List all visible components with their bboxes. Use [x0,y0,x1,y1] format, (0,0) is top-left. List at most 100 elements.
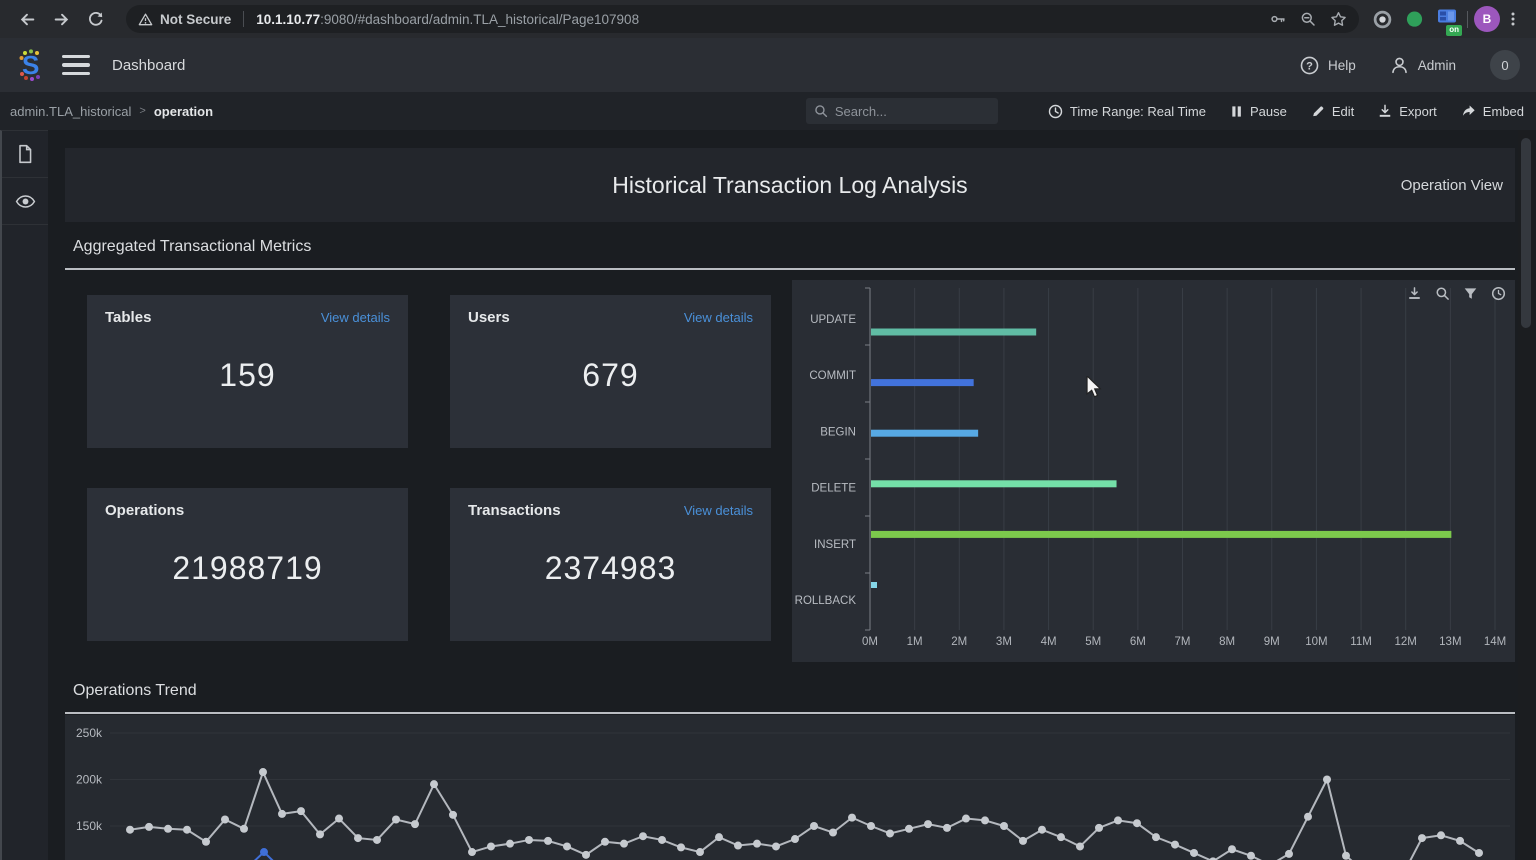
x-axis-tick-label: 6M [1130,636,1146,648]
chart-clock-icon[interactable] [1490,285,1507,302]
pause-button[interactable]: Pause [1230,104,1287,119]
trend-point [183,825,191,834]
trend-point [791,835,799,844]
bar-category-label: BEGIN [820,426,856,438]
edit-button[interactable]: Edit [1311,104,1354,119]
rail-view-button[interactable] [2,178,48,225]
extension-green-icon[interactable] [1405,10,1424,29]
y-axis-tick-label: 200k [76,773,103,787]
trend-point [430,780,438,789]
trend-point [829,828,837,837]
dashboard-title-panel: Historical Transaction Log Analysis Oper… [65,148,1515,222]
app-logo-icon[interactable]: S [16,48,46,82]
trend-point [1437,831,1445,840]
view-details-link[interactable]: View details [320,310,390,325]
chart-download-icon[interactable] [1406,285,1423,302]
chart-toolbar [1406,285,1507,302]
card-title: Users [468,309,510,326]
back-icon[interactable] [10,4,44,34]
x-axis-tick-label: 7M [1175,636,1191,648]
trend-point [525,835,533,844]
trend-point [753,839,761,848]
app-header: S Dashboard ? Help Admin 0 [0,38,1536,92]
embed-button[interactable]: Embed [1461,104,1524,119]
bar-category-label: UPDATE [810,314,856,326]
chevron-right-icon: > [139,105,146,117]
bookmark-star-icon[interactable] [1330,11,1347,28]
x-axis-tick-label: 13M [1439,636,1461,648]
breadcrumb: admin.TLA_historical > operation [10,104,213,119]
hamburger-menu-icon[interactable] [62,55,90,75]
trend-point [278,809,286,818]
chart-filter-icon[interactable] [1462,285,1479,302]
search-box[interactable] [805,98,998,124]
section-operations-trend: Operations Trend [65,682,1515,714]
dashboard-title: Historical Transaction Log Analysis [612,171,968,198]
trend-point [544,836,552,845]
scrollbar-track[interactable] [1518,130,1534,860]
trend-point [373,835,381,844]
clock-icon [1048,104,1063,118]
trend-point [677,843,685,852]
app-title: Dashboard [112,56,186,74]
download-icon [1379,104,1391,117]
trend-point [221,815,229,824]
trend-point [1190,848,1198,857]
x-axis-tick-label: 12M [1395,636,1417,648]
scrollbar-thumb[interactable] [1521,138,1531,328]
trend-point [1228,845,1236,854]
search-input[interactable] [834,103,985,119]
forward-icon[interactable] [44,4,78,34]
addr-divider [243,11,245,27]
x-axis-tick-label: 11M [1350,636,1372,648]
trend-point [1304,812,1312,821]
bar-insert [871,530,1452,538]
export-button[interactable]: Export [1378,104,1437,119]
trend-point [905,824,913,833]
x-axis-tick-label: 2M [951,636,967,648]
trend-point [1038,825,1046,834]
chart-zoom-icon[interactable] [1434,285,1451,302]
trend-point [1342,851,1350,860]
extension-blue-icon[interactable]: on [1437,8,1462,36]
trend-point [202,837,210,846]
trend-point [1057,833,1065,842]
admin-button[interactable]: Admin [1390,56,1456,75]
rail-pages-button[interactable] [2,131,48,178]
notification-badge[interactable]: 0 [1490,50,1520,80]
trend-point [126,825,134,834]
y-axis-tick-label: 150k [76,819,103,833]
trend-point [1000,822,1008,830]
breadcrumb-parent[interactable]: admin.TLA_historical [10,103,132,119]
view-details-link[interactable]: View details [683,310,753,325]
security-chip[interactable]: Not Secure [138,12,231,27]
trend-point [468,848,476,857]
view-details-link[interactable]: View details [683,503,753,518]
share-arrow-icon [1462,105,1475,116]
key-icon[interactable] [1270,11,1286,27]
trend-point [772,842,780,851]
trend-chart: 250k 200k 150k [76,726,1510,860]
trend-point [392,815,400,824]
eye-icon [15,194,35,208]
browser-chrome: Not Secure 10.1.10.77:9080/#dashboard/ad… [0,0,1536,38]
profile-avatar[interactable]: B [1474,6,1500,32]
trend-point [620,839,628,848]
export-label: Export [1399,103,1437,119]
user-icon [1391,57,1407,73]
url-path: :9080/#dashboard/admin.TLA_historical/Pa… [320,11,640,27]
reload-icon[interactable] [78,4,112,34]
time-range-button[interactable]: Time Range: Real Time [1048,104,1206,119]
trend-point [563,842,571,851]
address-bar[interactable]: Not Secure 10.1.10.77:9080/#dashboard/ad… [126,5,1359,33]
extension-circle-icon[interactable] [1373,10,1392,29]
trend-point [354,834,362,843]
trend-point [981,816,989,825]
kebab-menu-icon[interactable] [1500,4,1526,34]
left-rail [0,130,48,860]
trend-point [145,822,153,831]
help-button[interactable]: ? Help [1300,56,1356,75]
trend-point [449,810,457,819]
zoom-out-icon[interactable] [1300,11,1316,27]
trend-point [639,832,647,841]
